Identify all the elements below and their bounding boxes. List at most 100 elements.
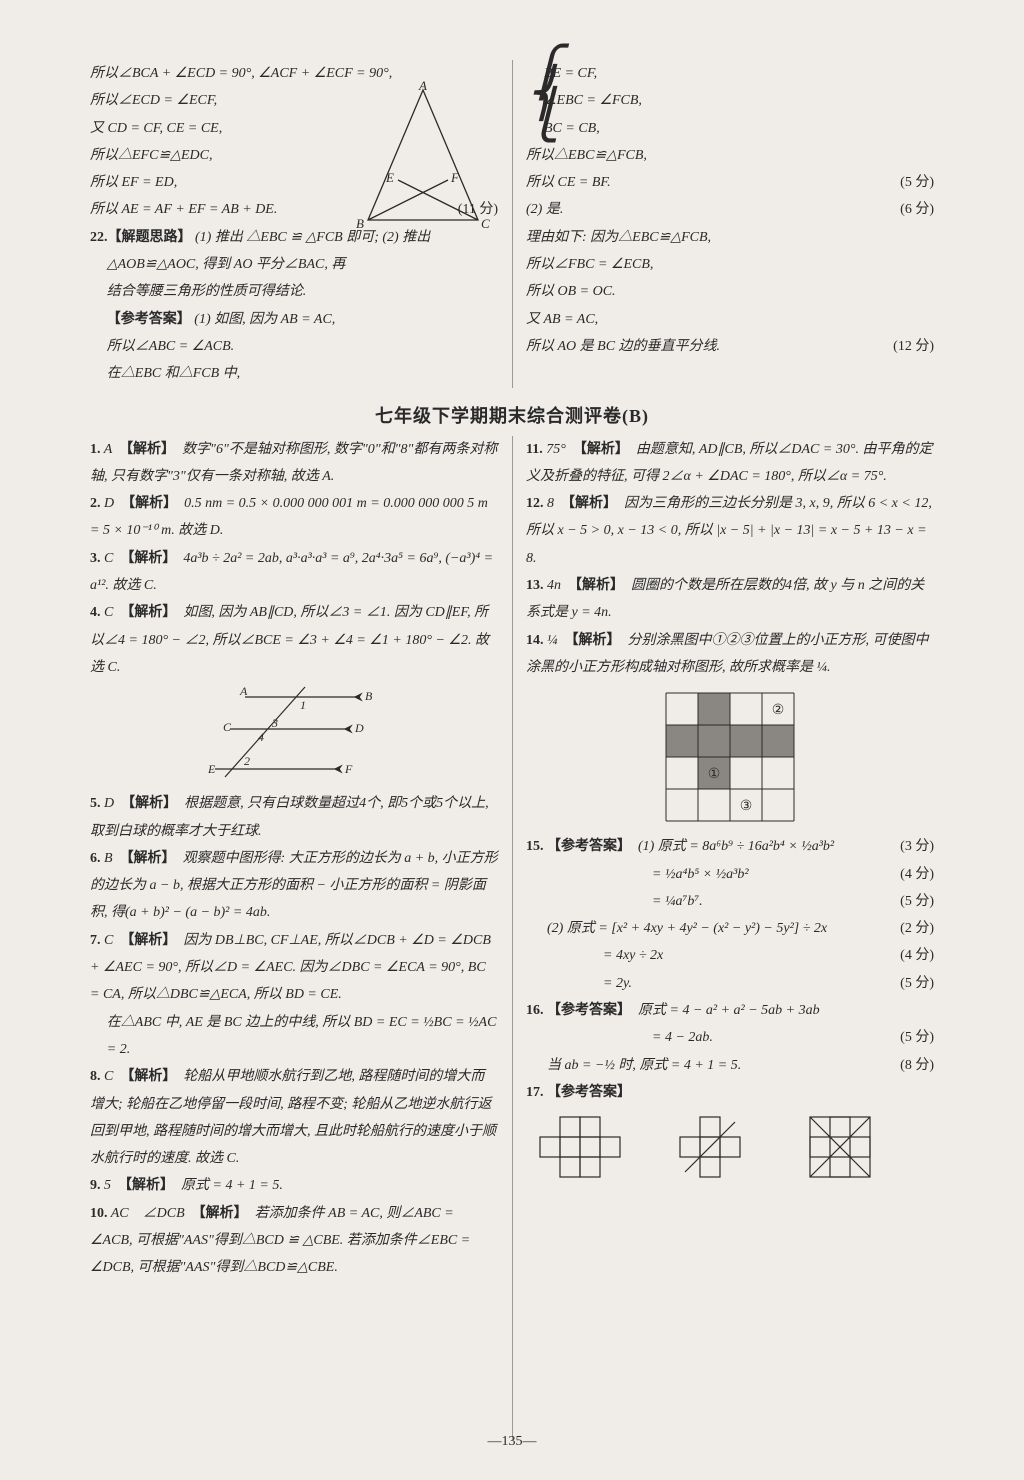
answers-right-col: 11. 75° 【解析】 由题意知, AD∥CB, 所以∠DAC = 30°. … — [526, 436, 934, 1440]
ans-item: 5. D 【解析】 根据题意, 只有白球数量超过4个, 即5个或5个以上, 取到… — [90, 790, 498, 845]
pl-f: F — [344, 762, 353, 776]
pl-1: 1 — [300, 698, 306, 712]
calc-line-row: = ½a⁴b⁵ × ½a³b² (4 分) — [526, 861, 934, 888]
ans-item: 3. C 【解析】 4a³b ÷ 2a² = 2ab, a³·a³·a³ = a… — [90, 545, 498, 600]
tag-label: 【参考答案】 — [547, 1003, 624, 1018]
ans-item: 14. ¼ 【解析】 分别涂黑图中①②③位置上的小正方形, 可使图中涂黑的小正方… — [526, 627, 934, 682]
ans-item: 8. C 【解析】 轮船从甲地顺水航行到乙地, 路程随时间的增大而增大; 轮船在… — [90, 1063, 498, 1172]
ans-letter: C — [104, 551, 113, 566]
proof-line: 所以∠FBC = ∠ECB, — [526, 251, 934, 278]
ans-letter: D — [104, 796, 114, 811]
ans-item: 9. 5 【解析】 原式 = 4 + 1 = 5. — [90, 1172, 498, 1199]
proof-text: 所以 AO 是 BC 边的垂直平分线. — [526, 339, 720, 354]
ans-letter: 5 — [104, 1178, 111, 1193]
ans-letter: C — [104, 1069, 113, 1084]
top-left-col: 所以∠BCA + ∠ECD = 90°, ∠ACF + ∠ECF = 90°, … — [90, 60, 498, 388]
calc-line: 原式 = 4 − a² + a² − 5ab + 3ab — [638, 1003, 820, 1018]
proof-text: 所以 AE = AF + EF = AB + DE. — [90, 202, 277, 217]
calc-line: = 2y. — [603, 976, 632, 991]
score-label: (2 分) — [900, 915, 934, 942]
calc-line: = 4xy ÷ 2x — [603, 948, 663, 963]
top-continuation: 所以∠BCA + ∠ECD = 90°, ∠ACF + ∠ECF = 90°, … — [90, 60, 934, 388]
brace-line: ⎩ BC = CB, — [526, 115, 934, 142]
answers-block: 1. A 【解析】 数字"6"不是轴对称图形, 数字"0"和"8"都有两条对称轴… — [90, 436, 934, 1440]
ans-item: 17. 【参考答案】 — [526, 1079, 934, 1106]
brace-icon: ⎩ — [526, 103, 562, 129]
pl-a: A — [239, 685, 248, 698]
ans-letter: 75° — [546, 442, 566, 457]
ans-letter: ¼ — [547, 633, 558, 648]
tag-label: 【解析】 — [128, 496, 170, 511]
column-divider — [512, 436, 513, 1440]
ans-num: 10. — [90, 1206, 108, 1221]
score-label: (5 分) — [900, 1024, 934, 1051]
ans-item: 15. 【参考答案】 (1) 原式 = 8a⁶b⁹ ÷ 16a²b⁴ × ½a³… — [526, 833, 934, 860]
ans-num: 16. — [526, 1003, 544, 1018]
calc-line: = ½a⁴b⁵ × ½a³b² — [652, 867, 749, 882]
svg-text:①: ① — [708, 767, 721, 782]
tri-label-c: C — [481, 216, 490, 230]
proof-line: 理由如下: 因为△EBC≌△FCB, — [526, 224, 934, 251]
ans-letter: A — [104, 442, 112, 457]
grid-figure: ②①③ — [660, 687, 800, 827]
ans-num: 5. — [90, 796, 101, 811]
tag-label: 【解析】 — [580, 442, 622, 457]
score-label: (6 分) — [900, 196, 934, 223]
score-label: (8 分) — [900, 1052, 934, 1079]
tag-label: 【解析】 — [127, 1069, 169, 1084]
pl-c: C — [223, 720, 232, 734]
page-number: —135— — [488, 1434, 537, 1450]
pl-2: 2 — [244, 754, 250, 768]
section-title: 七年级下学期期末综合测评卷(B) — [90, 402, 934, 428]
tag-label: 【解析】 — [199, 1206, 241, 1221]
tri-label-b: B — [356, 216, 364, 230]
q22-ans-line: 在△EBC 和△FCB 中, — [90, 360, 498, 387]
tag-label: 【参考答案】 — [547, 1085, 631, 1100]
q22-line: △AOB≌△AOC, 得到 AO 平分∠BAC, 再 — [90, 251, 498, 278]
score-label: (3 分) — [900, 833, 934, 860]
ans-body-cont: 在△ABC 中, AE 是 BC 边上的中线, 所以 BD = EC = ½BC… — [90, 1009, 498, 1064]
tag-label: 【解析】 — [127, 605, 169, 620]
svg-text:②: ② — [772, 703, 785, 718]
q22-line: 结合等腰三角形的性质可得结论. — [90, 278, 498, 305]
calc-line-row: (2) 原式 = [x² + 4xy + 4y² − (x² − y²) − 5… — [526, 915, 934, 942]
calc-line-row: = 4xy ÷ 2x (4 分) — [526, 942, 934, 969]
ans-num: 13. — [526, 578, 544, 593]
ans-num: 11. — [526, 442, 543, 457]
score-label: (4 分) — [900, 861, 934, 888]
q22-label: 22.【解题思路】 — [90, 230, 192, 245]
shapes-figure — [530, 1112, 930, 1182]
q22-ans-text: (1) 如图, 因为 AB = AC, — [194, 312, 335, 327]
score-label: (5 分) — [900, 888, 934, 915]
proof-text: (2) 是. — [526, 202, 563, 217]
ans-letter: B — [104, 851, 113, 866]
calc-line: = ¼a⁷b⁷. — [652, 894, 703, 909]
ans-num: 9. — [90, 1178, 101, 1193]
score-label: (4 分) — [900, 942, 934, 969]
ans-letter: C — [104, 605, 113, 620]
ans-item: 1. A 【解析】 数字"6"不是轴对称图形, 数字"0"和"8"都有两条对称轴… — [90, 436, 498, 491]
proof-line: 所以 CE = BF. (5 分) — [526, 169, 934, 196]
score-label: (12 分) — [893, 333, 934, 360]
score-label: (5 分) — [900, 169, 934, 196]
proof-line: 又 AB = AC, — [526, 306, 934, 333]
proof-line: 所以 OB = OC. — [526, 278, 934, 305]
ans-letter: AC ∠DCB — [111, 1206, 185, 1221]
ans-item: 7. C 【解析】 因为 DB⊥BC, CF⊥AE, 所以∠DCB + ∠D =… — [90, 927, 498, 1009]
ans-body: 原式 = 4 + 1 = 5. — [181, 1178, 283, 1193]
ans-item: 6. B 【解析】 观察题中图形得: 大正方形的边长为 a + b, 小正方形的… — [90, 845, 498, 927]
tag-label: 【解析】 — [568, 496, 610, 511]
ans-item: 4. C 【解析】 如图, 因为 AB∥CD, 所以∠3 = ∠1. 因为 CD… — [90, 599, 498, 681]
ans-num: 7. — [90, 933, 101, 948]
q22-ans-line: 【参考答案】 (1) 如图, 因为 AB = AC, — [90, 306, 498, 333]
ans-num: 17. — [526, 1085, 544, 1100]
tri-label-f: F — [450, 170, 460, 185]
tri-label-a: A — [418, 80, 427, 93]
ans-item: 13. 4n 【解析】 圆圈的个数是所在层数的4倍, 故 y 与 n 之间的关系… — [526, 572, 934, 627]
tag-label: 【解析】 — [126, 442, 168, 457]
calc-line-row: = 2y.(5 分) — [526, 970, 934, 997]
calc-line: = 4 − 2ab. — [652, 1030, 713, 1045]
column-divider — [512, 60, 513, 388]
tag-label: 【解析】 — [127, 851, 169, 866]
ans-letter: D — [104, 496, 114, 511]
